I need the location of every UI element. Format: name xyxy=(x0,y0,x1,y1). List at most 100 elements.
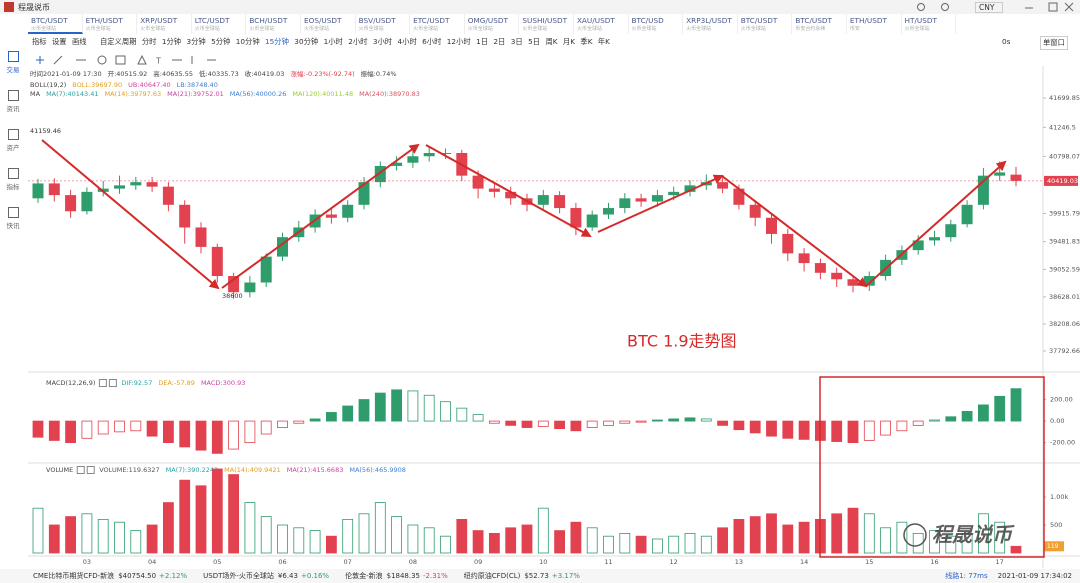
symbol-tab[interactable]: ETH/USDT 币安 xyxy=(847,14,902,34)
tab-symbol: SUSHI/USDT xyxy=(522,16,568,25)
tool-button[interactable]: 指标 xyxy=(32,37,47,46)
sidebar-item[interactable]: 资产 xyxy=(0,129,26,165)
period-button[interactable]: 5分钟 xyxy=(211,37,231,46)
symbol-tab[interactable]: SUSHI/USDT 火币全球站 xyxy=(519,14,574,34)
volume-bar xyxy=(65,516,76,554)
symbol-tab[interactable]: BTC/USDT 火币全球站 xyxy=(738,14,793,34)
volume-bar xyxy=(505,527,517,554)
sidebar-item[interactable]: 快讯 xyxy=(0,207,26,243)
currency-select[interactable]: CNY xyxy=(975,2,1004,13)
candle-body xyxy=(554,195,566,209)
period-button[interactable]: 年K xyxy=(597,37,610,46)
sidebar-item[interactable]: 资讯 xyxy=(0,90,26,126)
tab-exchange: 火币全球站 xyxy=(358,26,384,32)
window-mode[interactable]: 单窗口 xyxy=(1040,36,1068,50)
period-button[interactable]: 季K xyxy=(580,37,593,46)
annotation: 38600 xyxy=(222,292,243,300)
tab-exchange: 币安 xyxy=(849,26,860,32)
quote-change: -2.31% xyxy=(423,572,448,580)
symbol-tab[interactable]: ETH/USDT 火币全球站 xyxy=(83,14,138,34)
symbol-tab[interactable]: LTC/USDT 火币全球站 xyxy=(192,14,247,34)
period-button[interactable]: 分时 xyxy=(141,37,157,46)
symbol-tab[interactable]: BTC/USD 火币全球站 xyxy=(629,14,684,34)
symbol-tab[interactable]: HT/USDT 火币全球站 xyxy=(902,14,957,34)
tab-exchange: 火币全球站 xyxy=(85,26,111,32)
macd-bar xyxy=(228,420,240,450)
tool-button[interactable]: 画线 xyxy=(71,37,87,46)
macd-bar xyxy=(440,401,451,422)
symbol-tab[interactable]: ETC/USDT 火币全球站 xyxy=(410,14,465,34)
tab-exchange: 火币全球站 xyxy=(140,26,166,32)
annotation: 41159.46 xyxy=(30,127,61,135)
x-tick-label: 15 xyxy=(865,558,873,566)
custom-period[interactable]: 自定义周期 xyxy=(99,37,137,46)
volume-bar xyxy=(635,535,647,554)
candle-body xyxy=(391,162,403,166)
tab-symbol: LTC/USDT xyxy=(194,16,230,25)
period-button[interactable]: 5日 xyxy=(528,37,541,46)
symbol-tab[interactable]: XRP3L/USDT 火币全球站 xyxy=(683,14,738,34)
period-button[interactable]: 1小时 xyxy=(323,37,343,46)
period-button[interactable]: 3日 xyxy=(510,37,523,46)
period-button[interactable]: 周K xyxy=(545,37,558,46)
macd-bar xyxy=(48,420,60,441)
candle-body xyxy=(114,185,125,189)
y-tick-label: 0.00 xyxy=(1050,417,1064,425)
x-tick-label: 10 xyxy=(539,558,547,566)
symbol-tab[interactable]: XRP/USDT 火币全球站 xyxy=(137,14,192,34)
candle-body xyxy=(717,182,729,189)
candle-body xyxy=(277,237,288,257)
period-button[interactable]: 3小时 xyxy=(372,37,393,46)
period-button[interactable]: 1分钟 xyxy=(161,37,182,46)
macd-bar xyxy=(130,420,142,432)
macd-bar xyxy=(978,404,989,422)
volume-bar xyxy=(863,513,875,554)
x-tick-label: 16 xyxy=(930,558,938,566)
symbol-tab[interactable]: BSV/USDT 火币全球站 xyxy=(356,14,411,34)
candle-body xyxy=(505,191,517,199)
macd-bar xyxy=(570,420,582,432)
volume-bar xyxy=(521,524,533,554)
candle-body xyxy=(782,233,794,254)
symbol-tab[interactable]: OMG/USDT 火币全球站 xyxy=(465,14,520,34)
symbol-tab[interactable]: EOS/USDT 火币全球站 xyxy=(301,14,356,34)
tab-symbol: BTC/USD xyxy=(631,16,664,25)
tab-symbol: BCH/USDT xyxy=(249,16,288,25)
tab-symbol: HT/USDT xyxy=(904,16,937,25)
macd-bar xyxy=(114,420,125,433)
legend-text: BOLL:39697.90 xyxy=(72,81,122,89)
period-button[interactable]: 12小时 xyxy=(446,37,471,46)
tool-button[interactable]: 设置 xyxy=(51,37,67,46)
sidebar-item[interactable]: 交易 xyxy=(0,51,26,87)
macd-bar xyxy=(684,417,696,422)
period-button[interactable]: 4小时 xyxy=(397,37,417,46)
x-tick-label: 09 xyxy=(474,558,482,566)
volume-bar xyxy=(179,479,191,554)
period-button[interactable]: 月K xyxy=(562,37,576,46)
symbol-tab[interactable]: BTC/USDT 火币全球站 xyxy=(28,14,83,34)
period-button[interactable]: 2日 xyxy=(493,37,506,46)
tab-exchange: 火币全球站 xyxy=(31,26,57,32)
symbol-tab[interactable]: XAU/USDT 火币全球站 xyxy=(574,14,629,34)
svg-text:T: T xyxy=(155,57,161,66)
macd-bar xyxy=(554,420,565,430)
volume-bar xyxy=(146,524,158,554)
period-button[interactable]: 10分钟 xyxy=(235,37,260,46)
volume-bar xyxy=(603,535,614,554)
period-button[interactable]: 3分钟 xyxy=(186,37,206,46)
sidebar-item[interactable]: 指标 xyxy=(0,168,26,204)
tab-symbol: ETH/USDT xyxy=(849,16,887,25)
symbol-tab[interactable]: BCH/USDT 火币全球站 xyxy=(246,14,301,34)
legend-text: UB:40647.40 xyxy=(128,81,170,89)
symbol-tab[interactable]: BTC/USDT 币安合约永续 xyxy=(792,14,847,34)
volume-bar xyxy=(32,507,44,554)
volume-bar xyxy=(831,513,843,554)
period-button[interactable]: 30分钟 xyxy=(294,37,319,46)
period-button[interactable]: 6小时 xyxy=(422,37,442,46)
legend-text: MA(21):39752.01 xyxy=(167,90,224,98)
period-button[interactable]: 15分钟 xyxy=(265,37,289,46)
period-button[interactable]: 1日 xyxy=(476,37,489,46)
quote-change: +2.12% xyxy=(159,572,188,580)
sidebar-label: 资讯 xyxy=(6,105,20,113)
period-button[interactable]: 2小时 xyxy=(348,37,368,46)
